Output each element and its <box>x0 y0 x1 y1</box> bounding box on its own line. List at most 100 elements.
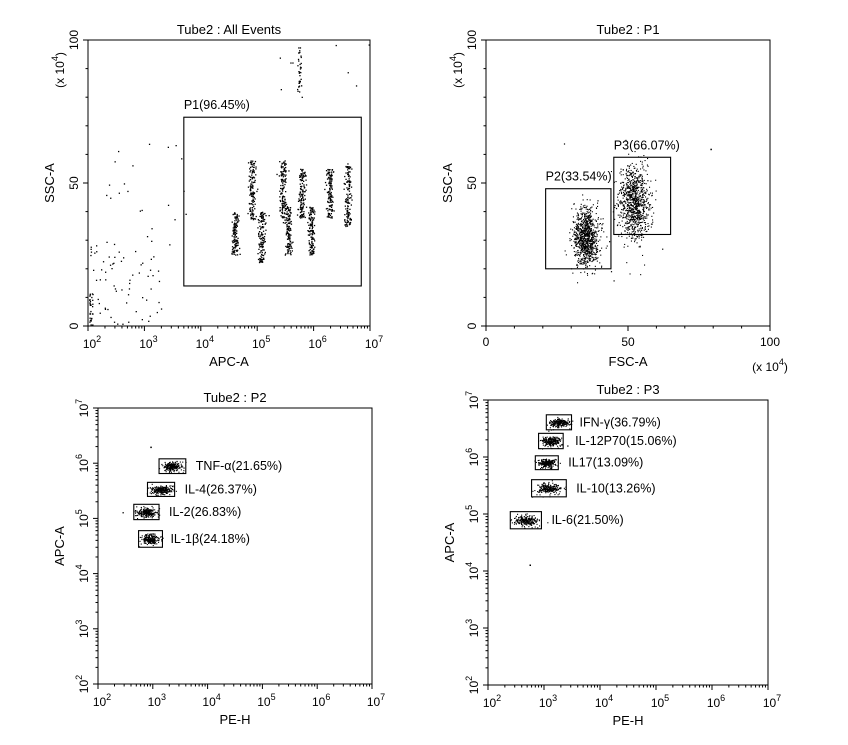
event-dot <box>138 272 140 274</box>
event-dot <box>180 463 182 465</box>
event-dot <box>288 247 290 249</box>
event-dot <box>166 490 168 492</box>
event-dot <box>633 190 635 192</box>
event-dot <box>586 251 588 253</box>
event-dot <box>301 210 303 212</box>
event-dot <box>633 224 635 226</box>
event-dot <box>591 229 593 231</box>
event-dot <box>328 213 330 215</box>
event-dot <box>581 245 583 247</box>
event-dot <box>623 192 625 194</box>
event-dot <box>296 214 299 216</box>
event-dot <box>143 516 145 518</box>
event-dot <box>311 246 313 248</box>
event-dot <box>542 463 544 465</box>
event-dot <box>637 197 639 199</box>
event-dot <box>590 219 592 221</box>
event-dot <box>148 516 150 518</box>
event-dot <box>250 188 252 190</box>
event-dot <box>627 212 629 214</box>
event-dot <box>585 215 587 217</box>
event-dot <box>113 243 116 246</box>
y-tick-label: 105 <box>464 505 481 523</box>
event-dot <box>587 208 589 210</box>
event-dot <box>614 218 616 220</box>
event-dot <box>573 232 575 234</box>
event-dot <box>617 193 619 195</box>
event-dot <box>585 257 587 259</box>
event-dot <box>566 422 568 424</box>
event-dot <box>578 242 580 244</box>
event-dot <box>586 242 588 244</box>
event-dot <box>262 243 264 245</box>
event-dot <box>640 216 642 218</box>
event-dot <box>593 253 595 255</box>
event-dot <box>593 242 595 244</box>
event-dot <box>253 181 256 183</box>
event-dot <box>282 182 284 184</box>
event-dot <box>585 266 587 268</box>
event-dot <box>596 235 598 237</box>
event-dot <box>597 225 599 227</box>
event-dot <box>637 224 639 226</box>
event-dot <box>286 230 288 233</box>
event-dot <box>93 269 95 271</box>
event-dot <box>310 246 312 249</box>
event-dot <box>644 216 646 218</box>
event-dot <box>586 253 588 255</box>
event-dot <box>586 248 588 250</box>
event-dot <box>260 255 262 257</box>
event-dot <box>586 223 588 225</box>
event-dot <box>250 193 252 195</box>
event-dot <box>631 220 633 222</box>
event-dot <box>288 237 290 239</box>
event-dot <box>157 539 159 541</box>
event-dot <box>247 186 250 188</box>
event-dot <box>232 251 235 254</box>
event-dot <box>623 187 625 189</box>
event-dot <box>168 491 170 493</box>
event-dot <box>593 259 595 261</box>
event-dot <box>630 169 632 171</box>
event-dot <box>301 203 303 206</box>
event-dot <box>629 218 631 220</box>
event-dot <box>626 187 628 189</box>
event-dot <box>554 419 556 421</box>
event-dot <box>628 178 630 180</box>
event-dot <box>261 257 263 259</box>
event-dot <box>155 490 157 492</box>
event-dot <box>623 184 625 186</box>
event-dot <box>287 220 289 222</box>
event-dot <box>168 488 170 490</box>
event-dot <box>555 436 557 438</box>
event-dot <box>635 212 637 214</box>
event-dot <box>585 220 587 222</box>
event-dot <box>344 183 346 185</box>
event-dot <box>281 181 283 183</box>
event-dot <box>263 220 265 222</box>
event-dot <box>592 204 594 206</box>
event-dot <box>580 252 582 254</box>
event-dot <box>626 205 628 207</box>
event-dot <box>594 230 596 232</box>
event-dot <box>331 204 333 206</box>
event-dot <box>160 487 162 489</box>
event-dot <box>265 229 267 231</box>
event-dot <box>311 223 313 225</box>
event-dot <box>630 210 632 212</box>
event-dot <box>282 216 284 218</box>
event-dot <box>622 195 624 197</box>
event-dot <box>249 179 252 181</box>
event-dot <box>159 514 161 516</box>
event-dot <box>626 216 628 218</box>
event-dot <box>162 492 164 494</box>
event-dot <box>626 207 628 209</box>
event-dot <box>286 207 289 209</box>
event-dot <box>331 217 333 219</box>
event-dot <box>286 245 289 247</box>
event-dot <box>557 423 559 425</box>
event-dot <box>622 169 624 171</box>
event-dot <box>590 243 592 245</box>
event-dot <box>633 211 635 213</box>
event-dot <box>303 211 305 213</box>
